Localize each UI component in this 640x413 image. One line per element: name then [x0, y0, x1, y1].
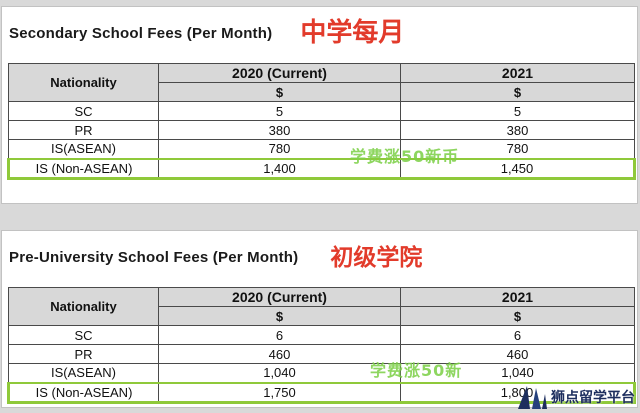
fee-2020-cell: 1,400	[158, 157, 401, 180]
table-currency-row: $ $	[9, 82, 635, 102]
secondary-fees-panel: Secondary School Fees (Per Month) 中学每月 N…	[1, 6, 638, 204]
table-header-row: Nationality 2020 (Current) 2021	[8, 63, 635, 102]
col-header-2021: 2021	[400, 63, 635, 83]
col-header-nationality: Nationality	[8, 63, 159, 102]
fee-2021-cell: 380	[400, 120, 635, 140]
fan-logo-icon	[517, 384, 547, 410]
pre-university-panel-header: Pre-University School Fees (Per Month) 初…	[2, 231, 637, 275]
fee-row-pr: PR 380 380	[8, 120, 635, 140]
nationality-cell: IS(ASEAN)	[8, 363, 159, 383]
nationality-cell: SC	[8, 325, 159, 345]
fee-row-is-asean: IS(ASEAN) 780 780	[8, 139, 635, 159]
nationality-cell: IS(ASEAN)	[8, 139, 159, 159]
fee-2020-cell: 1,040	[158, 363, 401, 383]
pre-university-fees-panel: Pre-University School Fees (Per Month) 初…	[1, 230, 638, 408]
fee-2020-cell: 380	[158, 120, 401, 140]
fee-row-is-non-asean-highlighted: IS (Non-ASEAN) 1,400 1,450	[7, 157, 636, 180]
table-header-row: Nationality 2020 (Current) 2021	[8, 287, 635, 326]
col-header-2021: 2021	[400, 287, 635, 307]
fee-row-is-asean: IS(ASEAN) 1,040 1,040	[8, 363, 635, 383]
fee-2021-cell: 780	[400, 139, 635, 159]
section-annotation-cn-secondary: 中学每月	[300, 18, 405, 48]
fee-2021-cell: 5	[400, 101, 635, 121]
currency-header-2021: $	[400, 82, 635, 102]
section-title-secondary: Secondary School Fees (Per Month)	[9, 25, 273, 42]
currency-header-2021: $	[400, 306, 635, 326]
fee-2020-cell: 5	[158, 101, 401, 121]
fee-2020-cell: 6	[158, 325, 401, 345]
section-title-pre-university: Pre-University School Fees (Per Month)	[9, 249, 299, 266]
col-header-2020: 2020 (Current)	[158, 287, 401, 307]
fee-row-sc: SC 5 5	[8, 101, 635, 121]
fee-2020-cell: 460	[158, 344, 401, 364]
fee-2021-cell: 6	[400, 325, 635, 345]
fee-2021-cell: 460	[400, 344, 635, 364]
fee-row-pr: PR 460 460	[8, 344, 635, 364]
col-header-nationality: Nationality	[8, 287, 159, 326]
nationality-cell: IS (Non-ASEAN)	[7, 381, 159, 404]
fee-2020-cell: 780	[158, 139, 401, 159]
nationality-cell: IS (Non-ASEAN)	[7, 157, 159, 180]
col-header-2020: 2020 (Current)	[158, 63, 401, 83]
secondary-panel-header: Secondary School Fees (Per Month) 中学每月	[2, 7, 637, 51]
fee-2021-cell: 1,040	[400, 363, 635, 383]
pre-university-fees-table: Nationality 2020 (Current) 2021 $ $ SC 6…	[7, 287, 636, 404]
currency-header-2020: $	[158, 306, 401, 326]
fee-2021-cell: 1,450	[400, 157, 636, 180]
nationality-cell: PR	[8, 120, 159, 140]
fee-row-sc: SC 6 6	[8, 325, 635, 345]
secondary-fees-table: Nationality 2020 (Current) 2021 $ $ SC 5…	[7, 63, 636, 180]
currency-header-2020: $	[158, 82, 401, 102]
nationality-cell: PR	[8, 344, 159, 364]
fee-row-is-non-asean-highlighted: IS (Non-ASEAN) 1,750 1,800	[7, 381, 636, 404]
fee-2020-cell: 1,750	[158, 381, 401, 404]
section-annotation-cn-pre-university: 初级学院	[330, 245, 423, 271]
nationality-cell: SC	[8, 101, 159, 121]
platform-logo-text: 狮点留学平台	[551, 390, 635, 406]
platform-logo: 狮点留学平台	[517, 384, 635, 410]
fee-2021-cell: 1,800	[400, 381, 636, 404]
